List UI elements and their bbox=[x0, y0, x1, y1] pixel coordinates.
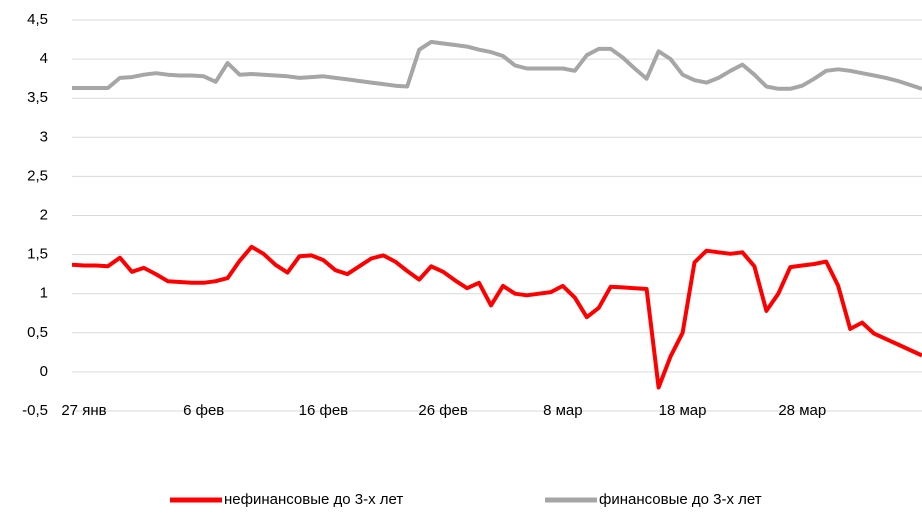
y-tick-label: 4 bbox=[40, 50, 48, 67]
legend-label: финансовые до 3-х лет bbox=[599, 491, 762, 508]
x-tick-label: 18 мар bbox=[659, 402, 707, 419]
x-tick-label: 16 фев bbox=[299, 402, 349, 419]
y-tick-label: 3 bbox=[40, 128, 48, 145]
y-tick-label: 0 bbox=[40, 363, 48, 380]
x-tick-label: 27 янв bbox=[61, 402, 106, 419]
series-line bbox=[71, 244, 922, 390]
y-tick-label: 1 bbox=[40, 285, 48, 302]
series-line bbox=[72, 39, 922, 91]
y-tick-label: 0,5 bbox=[27, 324, 48, 341]
x-tick-label: 28 мар bbox=[778, 402, 826, 419]
y-tick-label: -0,5 bbox=[22, 402, 48, 419]
x-tick-label: 8 мар bbox=[543, 402, 583, 419]
y-tick-label: 3,5 bbox=[27, 89, 48, 106]
legend-label: нефинансовые до 3-х лет bbox=[224, 491, 403, 508]
x-tick-label: 26 фев bbox=[418, 402, 468, 419]
y-tick-label: 2,5 bbox=[27, 167, 48, 184]
y-tick-label: 4,5 bbox=[27, 11, 48, 28]
y-tick-label: 1,5 bbox=[27, 246, 48, 263]
y-tick-label: 2 bbox=[40, 206, 48, 223]
x-tick-label: 6 фев bbox=[183, 402, 224, 419]
